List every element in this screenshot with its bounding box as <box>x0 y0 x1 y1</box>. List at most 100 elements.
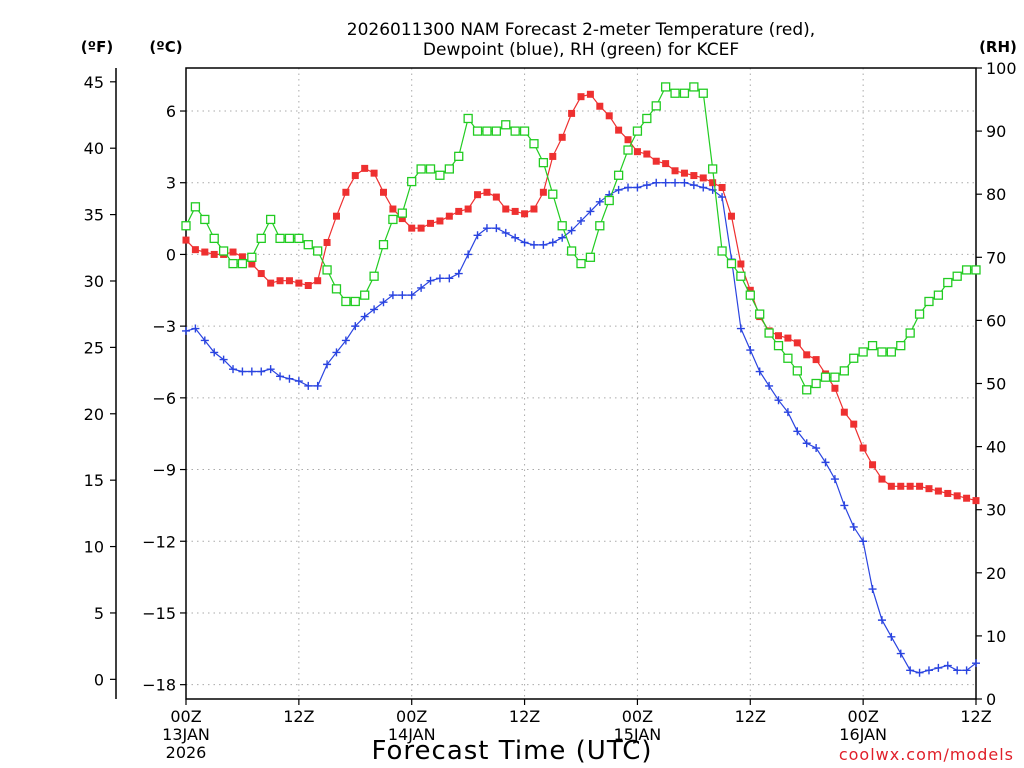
temperature-point <box>201 248 209 256</box>
temperature-point <box>953 492 961 500</box>
dewpoint-point <box>247 367 256 376</box>
temperature-point <box>831 384 839 392</box>
temperature-point <box>445 212 453 220</box>
rh-point <box>585 252 596 262</box>
dewpoint-point <box>304 381 313 390</box>
temperature-point <box>455 207 463 215</box>
dewpoint-point <box>426 276 435 285</box>
dewpoint-point <box>680 178 689 187</box>
dewpoint-point <box>332 348 341 357</box>
dewpoint-point <box>887 632 896 641</box>
dewpoint-point <box>736 324 745 333</box>
celsius-tick-label: −15 <box>142 604 176 623</box>
rh-point <box>839 366 849 376</box>
temperature-point <box>897 482 905 490</box>
temperature-point <box>267 279 275 287</box>
rh-point <box>576 258 586 269</box>
temperature-point <box>737 260 745 268</box>
x-tick-label: 12Z <box>283 707 314 726</box>
dewpoint-point <box>671 178 680 187</box>
rh-point <box>896 340 906 351</box>
rh-point <box>510 126 520 136</box>
temperature-point <box>775 332 782 340</box>
temperature-point <box>577 93 585 101</box>
fahrenheit-tick-label: 0 <box>94 670 104 689</box>
rh-tick-label: 30 <box>986 501 1006 520</box>
temperature-point <box>746 286 754 294</box>
rh-tick-label: 100 <box>986 59 1017 78</box>
dewpoint-point <box>793 427 802 436</box>
rh-point <box>877 347 887 357</box>
dewpoint-point <box>191 324 200 333</box>
rh-point <box>670 88 680 98</box>
rh-point <box>604 195 614 206</box>
rh-point <box>867 340 878 351</box>
temperature-point <box>624 136 632 144</box>
rh-point <box>783 353 793 363</box>
temperature-point <box>492 193 500 201</box>
celsius-tick-label: −6 <box>152 389 176 408</box>
x-tick-label: 00Z <box>396 707 427 726</box>
dewpoint-c-line <box>185 182 977 674</box>
rh-point <box>708 164 718 174</box>
dewpoint-point <box>520 238 529 247</box>
temperature-point <box>615 126 623 134</box>
dewpoint-point <box>802 439 811 448</box>
rh-point <box>613 170 624 180</box>
temperature-point <box>558 133 566 141</box>
dewpoint-point <box>595 197 604 206</box>
rh-point <box>914 309 925 319</box>
rh-point <box>237 258 248 269</box>
temperature-point <box>934 487 942 495</box>
temperature-point <box>229 248 237 256</box>
dewpoint-point <box>294 377 303 386</box>
rh-point <box>265 214 276 225</box>
temperature-point <box>671 167 679 175</box>
rh-point <box>905 328 915 338</box>
dewpoint-point <box>529 240 538 249</box>
fahrenheit-tick-label: 25 <box>84 338 104 357</box>
temperature-point <box>784 334 792 342</box>
celsius-tick-label: 6 <box>166 102 176 121</box>
dewpoint-point <box>501 228 510 237</box>
temperature-point <box>210 250 218 258</box>
rh-point <box>820 372 831 382</box>
dewpoint-point <box>699 183 708 192</box>
dewpoint-point <box>577 216 585 225</box>
rh-point <box>764 328 774 338</box>
rh-point <box>350 296 360 307</box>
rh-point <box>755 309 765 319</box>
temperature-point <box>887 482 895 490</box>
fahrenheit-tick-label: 30 <box>84 272 104 291</box>
dewpoint-point <box>370 305 379 314</box>
rh-point <box>679 88 690 98</box>
x-tick-date: 13JAN <box>162 725 210 744</box>
dewpoint-point <box>219 355 228 364</box>
dewpoint-point <box>360 312 369 321</box>
temperature-point <box>314 277 322 285</box>
dewpoint-point <box>276 372 285 381</box>
dewpoint-point <box>351 322 360 331</box>
temperature-point <box>727 212 735 220</box>
temperature-point <box>436 217 444 225</box>
temperature-point <box>238 253 246 261</box>
rh-point <box>933 290 944 300</box>
temperature-point <box>295 279 303 287</box>
temperature-point <box>916 482 924 490</box>
dewpoint-point <box>943 661 952 670</box>
temperature-point <box>182 236 190 244</box>
rh-point <box>501 120 511 130</box>
temperature-point <box>944 489 952 497</box>
dewpoint-point <box>567 226 576 235</box>
temperature-point <box>925 485 933 493</box>
dewpoint-point <box>934 663 943 672</box>
dewpoint-point <box>821 458 830 467</box>
celsius-tick-label: −9 <box>152 461 176 480</box>
celsius-tick-label: −3 <box>152 317 176 336</box>
temperature-point <box>380 188 387 196</box>
fahrenheit-unit-label: (ºF) <box>81 38 113 56</box>
rh-tick-label: 70 <box>986 248 1006 267</box>
rh-point <box>463 113 473 124</box>
